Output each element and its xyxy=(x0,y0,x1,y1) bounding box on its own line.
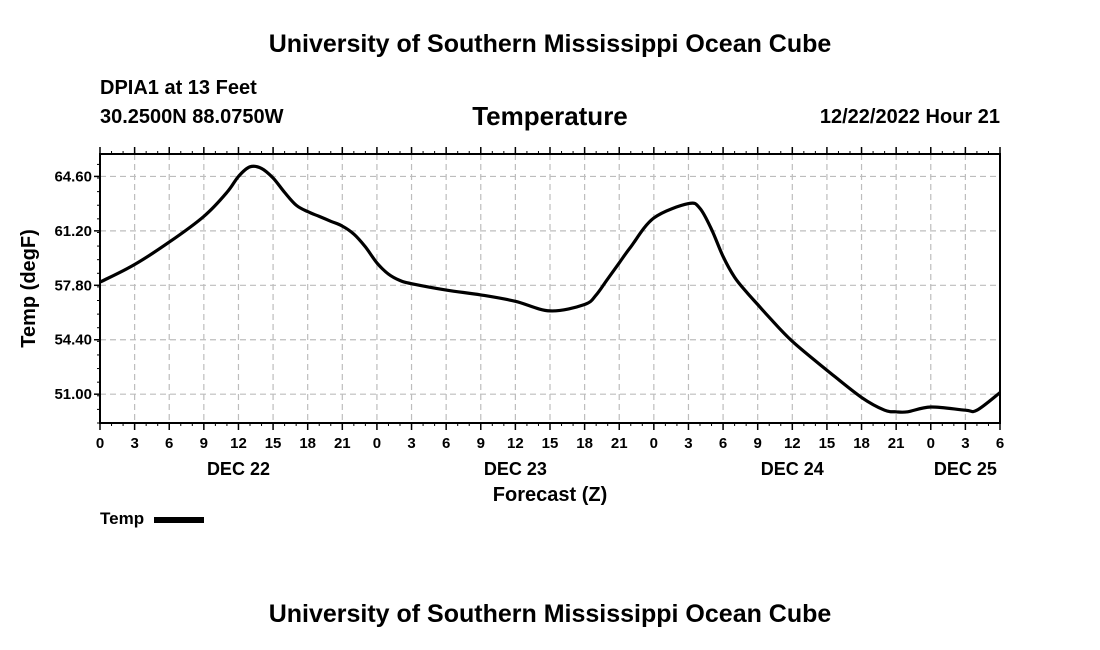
y-tick-label: 57.80 xyxy=(54,277,92,294)
page-title: University of Southern Mississippi Ocean… xyxy=(268,30,832,58)
legend-label: Temp xyxy=(100,509,145,528)
y-tick-label: 51.00 xyxy=(54,386,92,403)
x-tick-label: 6 xyxy=(165,435,173,452)
x-tick-label: 3 xyxy=(684,435,692,452)
x-tick-label: 18 xyxy=(299,435,316,452)
x-tick-label: 15 xyxy=(819,435,836,452)
date-label: DEC 23 xyxy=(484,459,547,479)
date-label: DEC 25 xyxy=(934,459,997,479)
x-tick-label: 0 xyxy=(650,435,658,452)
x-tick-label: 21 xyxy=(611,435,628,452)
series-line-temp xyxy=(99,164,1001,414)
legend: Temp xyxy=(100,509,205,529)
x-tick-label: 3 xyxy=(130,435,138,452)
x-axis-label: Forecast (Z) xyxy=(493,484,607,506)
y-tick-label: 61.20 xyxy=(54,223,92,240)
x-tick-label: 9 xyxy=(754,435,762,452)
x-tick-label: 18 xyxy=(853,435,870,452)
x-tick-label: 21 xyxy=(334,435,351,452)
x-tick-label: 12 xyxy=(230,435,247,452)
date-label: DEC 22 xyxy=(207,459,270,479)
x-tick-label: 12 xyxy=(507,435,524,452)
x-tick-label: 18 xyxy=(576,435,593,452)
station-name: DPIA1 at 13 Feet xyxy=(100,77,257,99)
x-tick-label: 12 xyxy=(784,435,801,452)
station-location: 30.2500N 88.0750W xyxy=(100,106,284,128)
legend-line-swatch xyxy=(154,517,205,523)
x-tick-label: 15 xyxy=(542,435,559,452)
x-tick-label: 9 xyxy=(477,435,485,452)
plot-frame xyxy=(99,153,1001,424)
x-tick-label: 3 xyxy=(961,435,969,452)
x-tick-label: 6 xyxy=(719,435,727,452)
y-tick-label: 64.60 xyxy=(54,168,92,185)
date-label: DEC 24 xyxy=(761,459,824,479)
y-axis-label: Temp (degF) xyxy=(18,229,40,348)
x-tick-label: 3 xyxy=(407,435,415,452)
x-tick-label: 6 xyxy=(996,435,1004,452)
temperature-chart: 51.00 54.40 57.80 61.20 64.60 0 3 6 9 12 15 18 21 0 3 6… xyxy=(18,147,1004,506)
y-tick-label: 54.40 xyxy=(54,332,92,349)
footer-title: University of Southern Mississippi Ocean… xyxy=(268,600,832,628)
chart-title: Temperature xyxy=(472,101,628,131)
x-tick-label: 0 xyxy=(927,435,935,452)
x-tick-label: 21 xyxy=(888,435,905,452)
x-tick-label: 0 xyxy=(96,435,104,452)
forecast-timestamp: 12/22/2022 Hour 21 xyxy=(819,106,1000,128)
x-tick-label: 0 xyxy=(373,435,381,452)
x-tick-label: 9 xyxy=(200,435,208,452)
x-tick-label: 15 xyxy=(265,435,282,452)
x-tick-label: 6 xyxy=(442,435,450,452)
